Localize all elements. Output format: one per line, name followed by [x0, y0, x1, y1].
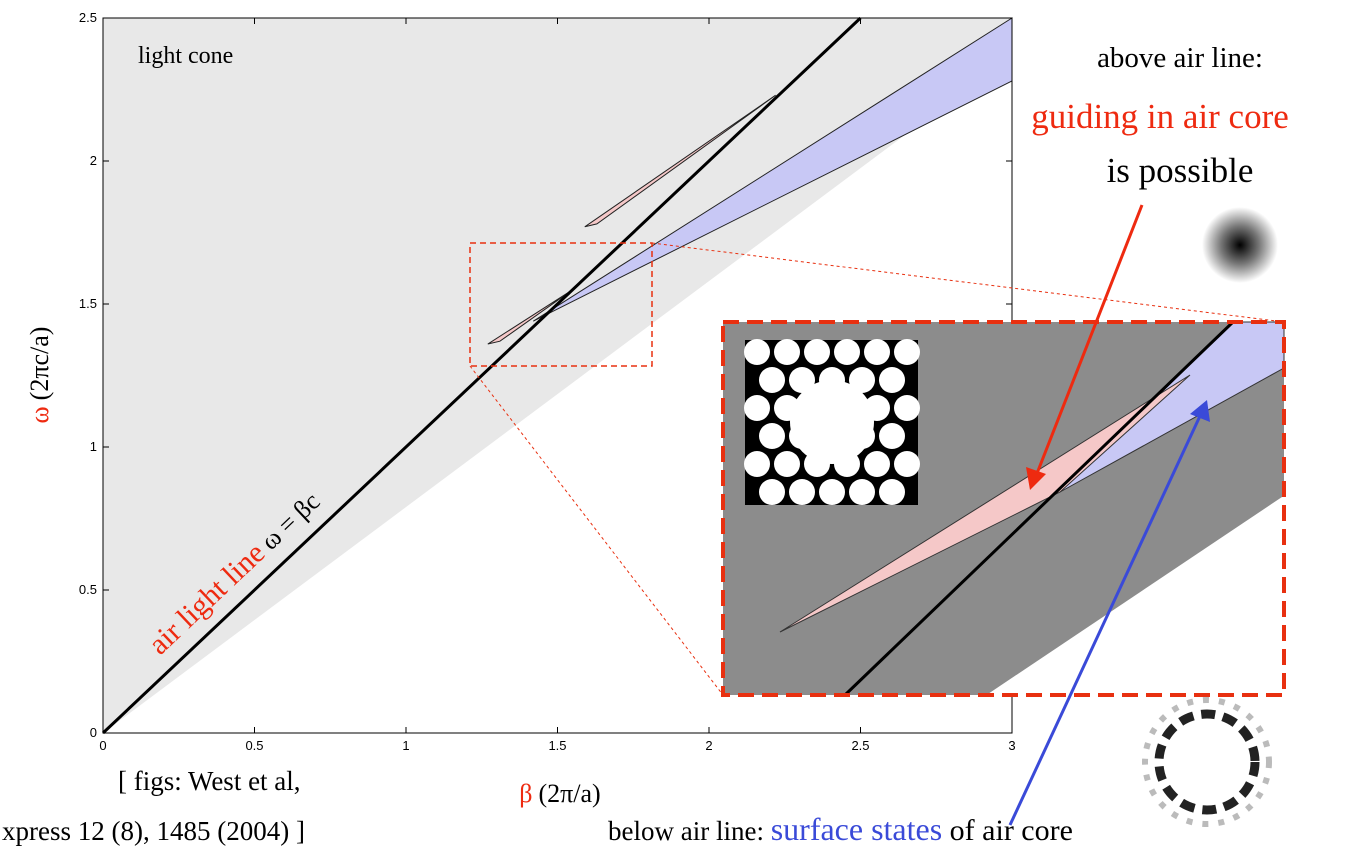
y-label: ω (2πc/a): [25, 327, 54, 424]
lattice: [744, 339, 920, 505]
hole: [759, 423, 785, 449]
hole: [744, 339, 770, 365]
hole: [819, 479, 845, 505]
mode-core: [1202, 207, 1278, 283]
x-tick-label: 1.5: [548, 738, 566, 753]
hole: [879, 479, 905, 505]
x-label: β(2π/a): [519, 779, 600, 808]
hole: [774, 339, 800, 365]
hole: [849, 479, 875, 505]
mode-ring: [1159, 714, 1255, 810]
citation-line: [ figs: West et al,: [118, 766, 301, 796]
y-label-symbol: ω: [25, 406, 54, 423]
hole: [759, 479, 785, 505]
slide: 0 0.5 1 1.5 2 2.5 3 0 0.5 1 1.5 2 2.5 above air line…: [0, 0, 1346, 856]
core-text: of air core: [942, 814, 1073, 847]
above-text: above air line:: [1097, 42, 1263, 74]
x-tick-label: 3: [1008, 738, 1015, 753]
x-tick-label: 0: [99, 738, 106, 753]
y-tick-label: 1.5: [79, 296, 97, 311]
hole: [879, 423, 905, 449]
hole: [864, 451, 890, 477]
surface-text: surface states: [771, 811, 942, 847]
hole: [834, 339, 860, 365]
hole: [774, 451, 800, 477]
hole: [864, 339, 890, 365]
y-tick-label: 0: [90, 725, 97, 740]
core: [790, 380, 874, 464]
x-label-unit: (2π/a): [539, 779, 601, 808]
x-tick-label: 2.5: [851, 738, 869, 753]
hole: [804, 339, 830, 365]
y-tick-label: 0.5: [79, 582, 97, 597]
x-tick-label: 2: [705, 738, 712, 753]
hole: [879, 367, 905, 393]
below-text: below air line: surface states of air co…: [608, 811, 1073, 847]
mode-surface: [1145, 700, 1269, 824]
y-tick-label: 1: [90, 439, 97, 454]
hole: [744, 395, 770, 421]
hole: [894, 339, 920, 365]
hole: [759, 367, 785, 393]
hole: [894, 395, 920, 421]
hole: [789, 479, 815, 505]
light-cone-label: light cone: [138, 43, 233, 69]
y-tick-label: 2: [90, 153, 97, 168]
guiding-text: guiding in air core: [1031, 97, 1289, 136]
hole: [744, 451, 770, 477]
x-tick-label: 0.5: [245, 738, 263, 753]
inset: [723, 322, 1285, 696]
below-lead: below air line:: [608, 816, 771, 846]
citation-line: xpress 12 (8), 1485 (2004) ]: [2, 816, 305, 846]
x-tick-label: 1: [402, 738, 409, 753]
hole: [894, 451, 920, 477]
possible-text: is possible: [1107, 151, 1254, 190]
x-label-symbol: β: [519, 779, 532, 808]
y-tick-label: 2.5: [79, 10, 97, 25]
mode-halo: [1145, 700, 1269, 824]
y-label-unit: (2πc/a): [25, 327, 54, 401]
